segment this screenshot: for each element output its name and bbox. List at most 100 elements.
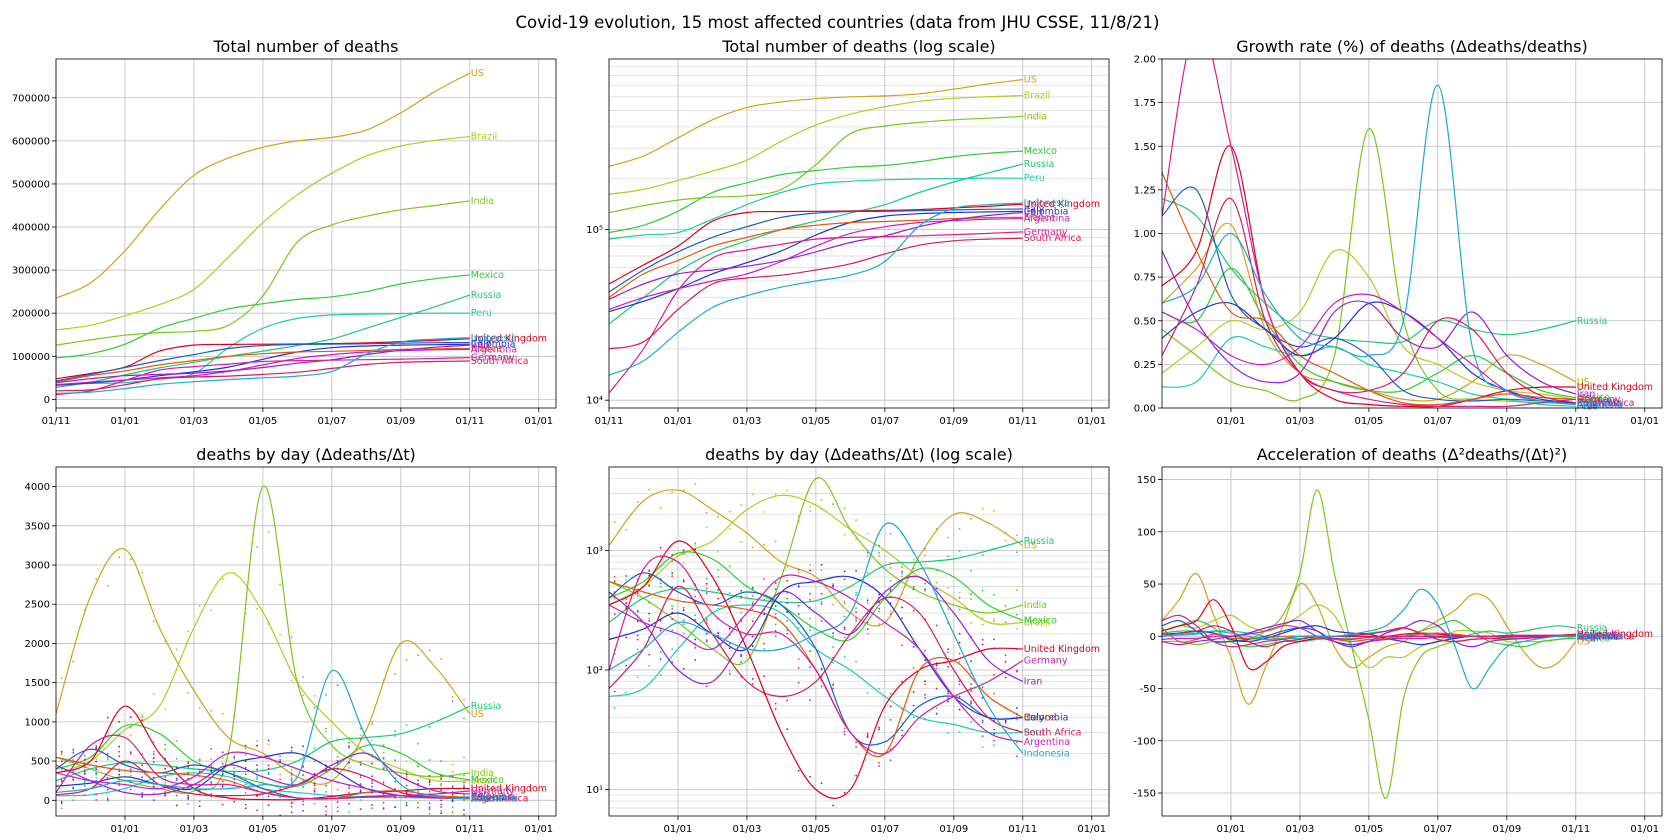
x-tick-label: 01/03 — [733, 824, 762, 835]
data-point — [152, 776, 155, 779]
data-point — [682, 667, 685, 670]
y-tick-label: 3000 — [25, 561, 50, 572]
series-label: Brazil — [1024, 617, 1051, 628]
data-point — [751, 620, 754, 623]
data-point — [786, 728, 789, 731]
data-point — [152, 757, 155, 760]
series-line-germany — [609, 555, 1024, 755]
data-point — [359, 808, 362, 810]
data-point — [256, 809, 258, 812]
data-point — [889, 759, 892, 762]
data-point — [83, 766, 86, 768]
data-point — [451, 700, 454, 703]
y-tick-label: 0 — [44, 395, 50, 406]
data-point — [682, 632, 685, 635]
series-label: Brazil — [1024, 91, 1051, 102]
data-point — [981, 721, 984, 724]
data-point — [428, 649, 431, 652]
x-tick-label: 01/09 — [939, 824, 968, 835]
series-label: United Kingdom — [1577, 629, 1653, 640]
data-point — [958, 695, 961, 698]
data-point — [417, 784, 419, 787]
data-point — [198, 793, 201, 796]
data-point — [187, 772, 190, 775]
data-point — [302, 774, 304, 776]
data-point — [187, 796, 190, 799]
data-point — [279, 792, 281, 795]
series-label: Peru — [471, 308, 492, 319]
data-point — [267, 743, 270, 746]
data-point — [279, 755, 281, 758]
data-point — [382, 794, 385, 796]
data-point — [256, 546, 258, 548]
data-point — [648, 570, 651, 572]
data-point — [394, 735, 396, 737]
series-label: Germany — [471, 353, 515, 364]
data-point — [855, 741, 857, 744]
data-point — [682, 579, 685, 582]
data-point — [302, 803, 304, 806]
data-point — [912, 609, 915, 612]
series-line-mexico — [56, 723, 470, 788]
series-label: Germany — [1577, 394, 1621, 405]
data-point — [440, 774, 442, 777]
x-tick-label: 01/11 — [455, 416, 484, 427]
x-tick-label: 01/07 — [1423, 824, 1452, 835]
data-point — [152, 792, 155, 795]
data-point — [141, 795, 144, 798]
series-line-france — [609, 216, 1023, 298]
x-tick-label: 01/09 — [386, 416, 415, 427]
data-point — [1004, 660, 1007, 663]
data-point — [95, 768, 98, 771]
data-point — [348, 761, 350, 764]
data-point — [118, 745, 121, 748]
data-point — [958, 680, 961, 682]
data-point — [371, 807, 373, 810]
series-line-iran — [1162, 250, 1576, 395]
data-point — [671, 575, 674, 577]
series-group — [609, 79, 1023, 394]
data-point — [106, 716, 109, 719]
data-point — [267, 623, 270, 625]
data-point — [359, 776, 362, 779]
y-tick-label: -50 — [1140, 684, 1156, 695]
data-point — [970, 593, 972, 596]
data-point — [233, 775, 236, 778]
series-label: Brazil — [471, 776, 498, 787]
data-point — [371, 762, 373, 765]
data-point — [717, 607, 720, 610]
series-line-south-africa — [56, 760, 470, 800]
data-point — [625, 578, 628, 581]
data-point — [348, 793, 350, 796]
data-point — [1016, 534, 1018, 537]
data-point — [970, 635, 972, 638]
series-label: Colombia — [471, 339, 516, 350]
data-point — [440, 760, 442, 763]
data-point — [935, 707, 938, 710]
y-tick-label: 10³ — [586, 546, 603, 557]
data-point — [106, 788, 109, 791]
data-point — [95, 772, 98, 774]
data-point — [866, 532, 869, 535]
data-point — [924, 588, 926, 591]
data-point — [463, 786, 465, 788]
x-tick-label: 01/09 — [1492, 824, 1521, 835]
data-point — [797, 613, 800, 616]
series-line-brazil — [56, 572, 470, 783]
data-point — [659, 546, 662, 549]
data-point — [451, 696, 454, 698]
y-tick-label: 400000 — [12, 223, 50, 234]
data-point — [348, 746, 350, 749]
data-point — [912, 691, 915, 693]
data-point — [878, 728, 880, 731]
data-point — [256, 764, 258, 767]
data-point — [1016, 718, 1018, 721]
data-point — [797, 647, 800, 649]
data-point — [648, 617, 651, 619]
series-line-south-africa — [609, 585, 1024, 734]
data-point — [912, 640, 915, 643]
data-point — [947, 692, 949, 695]
data-point — [843, 626, 846, 629]
data-point — [855, 619, 857, 622]
data-point — [613, 613, 616, 616]
